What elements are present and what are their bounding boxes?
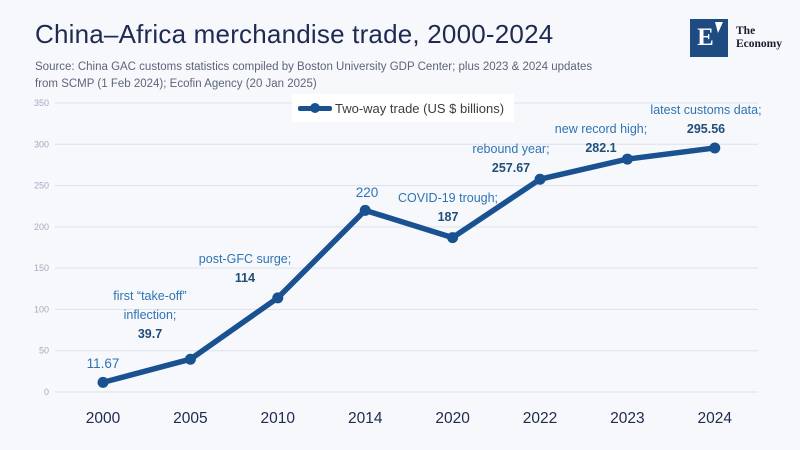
annotation-2010-value: 114 [234,270,256,285]
y-axis-tick-label: 250 [34,181,49,191]
the-economy-logo: E The Economy [690,19,782,57]
x-axis-tick-label: 2014 [348,410,383,427]
logo-square: E [690,19,728,57]
annotation-2022: rebound year; 257.67 [472,140,549,178]
y-axis-tick-label: 0 [44,387,49,397]
annotation-2005: first “take-off” inflection; 39.7 [113,287,186,344]
y-axis-tick-label: 150 [34,263,49,273]
annotation-2020: COVID-19 trough; 187 [398,189,498,227]
data-point-2000 [97,376,109,388]
annotation-2020-value: 187 [437,209,459,224]
annotation-2024: latest customs data; 295.56 [650,101,761,139]
annotation-2014: 220 [356,183,379,202]
logo-monogram: E [697,24,714,51]
annotation-2020-text: COVID-19 trough; [397,190,499,205]
trade-line-series [100,145,718,386]
y-axis-tick-label: 200 [34,222,49,232]
annotation-2005-value: 39.7 [137,326,163,341]
logo-wordmark-line1: The [736,25,756,37]
data-point-2024 [709,142,721,154]
x-axis-tick-label: 2022 [523,410,557,427]
x-axis-tick-label: 2005 [173,410,207,427]
data-point-2020 [447,232,459,244]
annotation-2022-text: rebound year; [472,141,550,156]
legend: Two-way trade (US $ billions) [292,94,515,122]
annotation-2023-text: new record high; [554,121,648,136]
legend-label: Two-way trade (US $ billions) [335,100,505,116]
annotation-2010: post-GFC surge; 114 [199,250,291,288]
source-note-line1: Source: China GAC customs statistics com… [35,61,593,73]
x-axis-tick-label: 2020 [435,410,470,427]
annotation-2000: 11.67 [87,354,120,373]
x-axis-tick-label: 2023 [610,410,644,427]
annotation-2022-value: 257.67 [491,160,531,175]
annotation-2005-text: first “take-off” [113,288,187,303]
y-axis-tick-label: 300 [34,139,49,149]
annotation-2010-text: post-GFC surge; [198,251,292,266]
logo-wordmark-line2: Economy [736,37,782,50]
legend-line-marker-icon [298,103,332,113]
logo-apostrophe-icon [715,22,723,33]
data-point-2022 [534,173,546,185]
x-axis-tick-label: 2000 [86,410,121,427]
annotation-2000-text: 11.67 [86,355,120,371]
source-note: Source: China GAC customs statistics com… [35,59,592,92]
source-note-line2: from SCMP (1 Feb 2024); Ecofin Agency (2… [35,77,317,90]
annotation-2024-text: latest customs data; [650,102,762,117]
annotation-2005-text: inflection; [123,307,177,322]
y-axis-tick-label: 100 [34,304,49,314]
legend-marker-dot [310,103,320,113]
y-axis-tick-label: 350 [34,98,49,108]
x-axis-tick-label: 2024 [698,410,733,427]
data-point-2014 [359,204,371,216]
annotation-2024-value: 295.56 [686,121,726,136]
y-axis-tick-label: 50 [39,346,49,356]
data-point-2005 [184,353,196,365]
page-title: China–Africa merchandise trade, 2000-202… [35,19,554,49]
x-axis-tick-label: 2010 [261,410,296,427]
annotation-2023: new record high; 282.1 [555,120,647,158]
annotation-2014-text: 220 [355,184,379,200]
logo-wordmark: The Economy [736,25,782,50]
data-point-2010 [272,292,284,304]
data-point-2023 [621,153,633,165]
annotation-2023-value: 282.1 [585,140,617,155]
